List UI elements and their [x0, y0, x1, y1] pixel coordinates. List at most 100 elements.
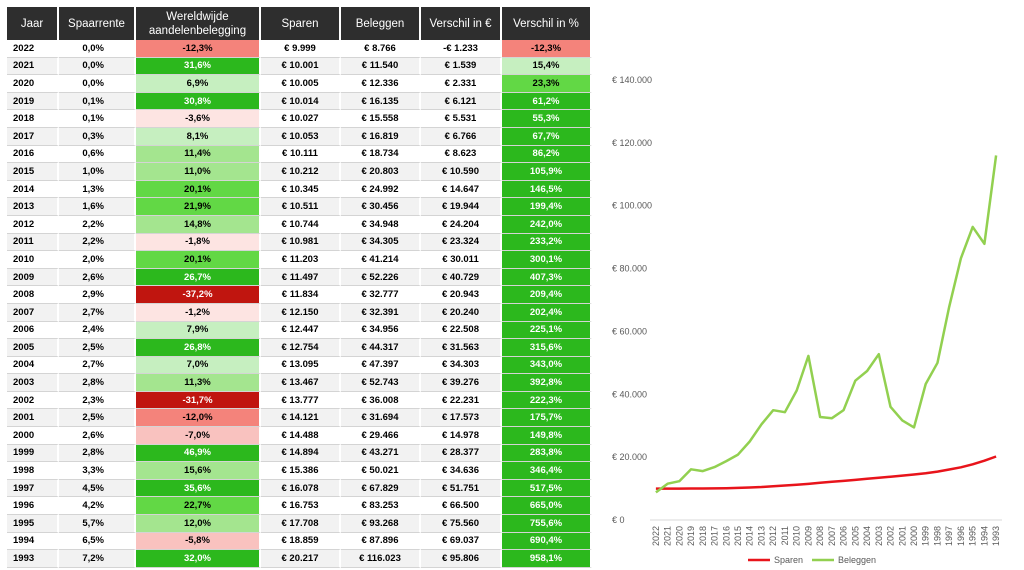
- table-cell: 1,3%: [59, 180, 136, 199]
- x-tick-label: 2009: [803, 526, 813, 546]
- table-cell: 22,7%: [136, 497, 261, 516]
- table-cell: € 41.214: [341, 251, 421, 269]
- table-cell: 690,4%: [502, 532, 592, 551]
- table-cell: -€ 1.233: [421, 40, 502, 58]
- table-cell: € 6.121: [421, 92, 502, 111]
- table-cell: 242,0%: [502, 215, 592, 234]
- table-cell: 0,0%: [59, 57, 136, 76]
- table-cell: 0,6%: [59, 145, 136, 164]
- table-cell: 26,7%: [136, 268, 261, 287]
- table-cell: 7,9%: [136, 321, 261, 340]
- table-cell: € 51.751: [421, 479, 502, 498]
- table-cell: 315,6%: [502, 339, 592, 357]
- table-cell: € 12.150: [261, 303, 341, 322]
- table-cell: 35,6%: [136, 479, 261, 498]
- table-row: 2003 2,8% 11,3% € 13.467 € 52.743 € 39.276 392…: [7, 374, 592, 392]
- y-tick-label: € 0: [612, 515, 625, 525]
- table-cell: 2005: [7, 339, 59, 357]
- table-cell: € 14.647: [421, 180, 502, 199]
- table-row: 2009 2,6% 26,7% € 11.497 € 52.226 € 40.729 407…: [7, 268, 592, 287]
- table-cell: 407,3%: [502, 268, 592, 287]
- table-cell: € 11.834: [261, 286, 341, 304]
- table-row: 2013 1,6% 21,9% € 10.511 € 30.456 € 19.944 199…: [7, 198, 592, 216]
- table-cell: 1994: [7, 532, 59, 551]
- table-cell: € 40.729: [421, 268, 502, 287]
- header-aandelenbelegging: Wereldwijde aandelenbelegging: [136, 7, 261, 40]
- table-cell: € 75.560: [421, 515, 502, 533]
- table-row: 1993 7,2% 32,0% € 20.217 € 116.023 € 95.806 95…: [7, 550, 592, 568]
- x-tick-label: 1994: [979, 526, 989, 546]
- table-cell: € 16.819: [341, 127, 421, 146]
- table-cell: 2022: [7, 40, 59, 58]
- series-line-beleggen: [655, 155, 998, 494]
- x-tick-label: 2012: [768, 526, 778, 546]
- header-verschil-euro: Verschil in €: [421, 7, 502, 40]
- table-cell: € 29.466: [341, 427, 421, 445]
- table-row: 2004 2,7% 7,0% € 13.095 € 47.397 € 34.303 343,…: [7, 356, 592, 375]
- table-cell: 2020: [7, 75, 59, 93]
- table-cell: 21,9%: [136, 198, 261, 216]
- table-cell: 20,1%: [136, 251, 261, 269]
- table-cell: 233,2%: [502, 233, 592, 252]
- table-cell: € 17.708: [261, 515, 341, 533]
- table-cell: 2021: [7, 57, 59, 76]
- table-cell: 105,9%: [502, 163, 592, 181]
- table-cell: 46,9%: [136, 444, 261, 463]
- table-cell: € 28.377: [421, 444, 502, 463]
- table-cell: 30,8%: [136, 92, 261, 111]
- x-tick-label: 1993: [991, 526, 1001, 546]
- table-cell: € 20.217: [261, 550, 341, 568]
- table-cell: € 20.803: [341, 163, 421, 181]
- table-cell: -1,2%: [136, 303, 261, 322]
- table-cell: 300,1%: [502, 251, 592, 269]
- header-verschil-procent: Verschil in %: [502, 7, 592, 40]
- table-cell: € 10.590: [421, 163, 502, 181]
- legend-label: Sparen: [774, 555, 803, 565]
- x-tick-label: 2008: [815, 526, 825, 546]
- table-row: 2021 0,0% 31,6% € 10.001 € 11.540 € 1.539 15,4…: [7, 57, 592, 76]
- table-cell: 2,6%: [59, 268, 136, 287]
- table-cell: 12,0%: [136, 515, 261, 533]
- table-cell: 67,7%: [502, 127, 592, 146]
- table-cell: -12,3%: [136, 40, 261, 58]
- table-cell: € 87.896: [341, 532, 421, 551]
- table-cell: € 20.240: [421, 303, 502, 322]
- table-row: 2012 2,2% 14,8% € 10.744 € 34.948 € 24.204 242…: [7, 215, 592, 234]
- table-cell: 32,0%: [136, 550, 261, 568]
- table-row: 2020 0,0% 6,9% € 10.005 € 12.336 € 2.331 23,3%: [7, 75, 592, 93]
- table-cell: € 11.203: [261, 251, 341, 269]
- table-cell: € 52.743: [341, 374, 421, 392]
- x-tick-label: 2001: [897, 526, 907, 546]
- table-cell: 86,2%: [502, 145, 592, 164]
- table-cell: € 16.753: [261, 497, 341, 516]
- table-cell: 2017: [7, 127, 59, 146]
- table-cell: € 32.391: [341, 303, 421, 322]
- table-cell: 517,5%: [502, 479, 592, 498]
- table-cell: 1998: [7, 462, 59, 480]
- table-cell: 15,6%: [136, 462, 261, 480]
- header-spaarrente: Spaarrente: [59, 7, 136, 40]
- table-cell: 2,6%: [59, 427, 136, 445]
- table-cell: € 34.303: [421, 356, 502, 375]
- table-cell: € 34.636: [421, 462, 502, 480]
- table-cell: 2002: [7, 391, 59, 410]
- table-cell: € 67.829: [341, 479, 421, 498]
- table-cell: 149,8%: [502, 427, 592, 445]
- table-cell: € 15.386: [261, 462, 341, 480]
- table-cell: € 22.508: [421, 321, 502, 340]
- table-row: 2005 2,5% 26,8% € 12.754 € 44.317 € 31.563 315…: [7, 339, 592, 357]
- table-cell: 1993: [7, 550, 59, 568]
- table-cell: € 52.226: [341, 268, 421, 287]
- table-cell: € 13.095: [261, 356, 341, 375]
- table-cell: € 2.331: [421, 75, 502, 93]
- table-cell: € 14.894: [261, 444, 341, 463]
- table-cell: 6,9%: [136, 75, 261, 93]
- table-cell: 343,0%: [502, 356, 592, 375]
- table-cell: 2006: [7, 321, 59, 340]
- table-cell: 11,3%: [136, 374, 261, 392]
- table-row: 2014 1,3% 20,1% € 10.345 € 24.992 € 14.647 146…: [7, 180, 592, 199]
- x-tick-label: 2007: [827, 526, 837, 546]
- table-cell: 4,5%: [59, 479, 136, 498]
- table-row: 2002 2,3% -31,7% € 13.777 € 36.008 € 22.231 22…: [7, 391, 592, 410]
- table-cell: 0,0%: [59, 75, 136, 93]
